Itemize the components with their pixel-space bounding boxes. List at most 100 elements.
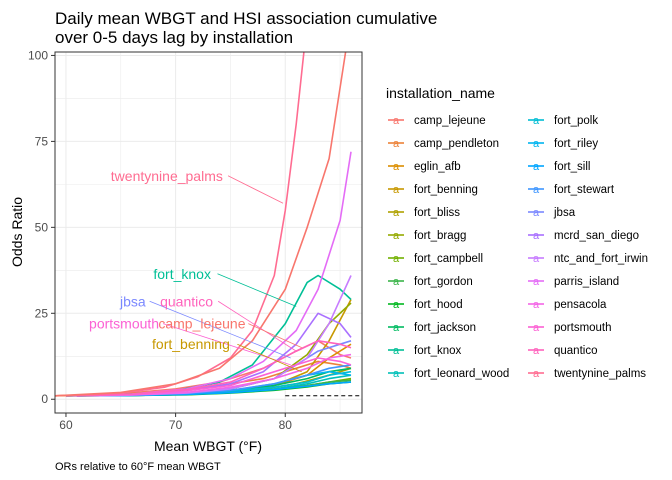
y-tick-label: 50 — [35, 220, 49, 234]
legend-item-pensacola: a pensacola — [528, 299, 607, 311]
gridlines — [55, 52, 362, 413]
legend-label: fort_bliss — [414, 207, 460, 219]
legend-key-glyph: a — [393, 184, 400, 196]
legend-item-mcrd_san_diego: a mcrd_san_diego — [528, 230, 639, 242]
series-line-quantico — [76, 340, 352, 397]
legend-item-fort_campbell: a fort_campbell — [388, 253, 483, 265]
legend-item-eglin_afb: a eglin_afb — [388, 161, 461, 173]
legend-label: pensacola — [554, 299, 607, 311]
legend-key-glyph: a — [533, 368, 540, 380]
legend-label: fort_benning — [414, 184, 478, 196]
legend-key-glyph: a — [533, 184, 540, 196]
legend-key-glyph: a — [393, 115, 400, 127]
annotation-label-fort_benning: fort_benning — [152, 336, 230, 352]
legend-key-glyph: a — [533, 276, 540, 288]
annotation-leader-jbsa — [149, 300, 291, 359]
legend-label: fort_leonard_wood — [414, 368, 509, 380]
legend-key-glyph: a — [393, 322, 400, 334]
legend-item-fort_jackson: a fort_jackson — [388, 322, 476, 334]
legend-item-fort_polk: a fort_polk — [528, 115, 598, 127]
legend-item-camp_pendleton: a camp_pendleton — [388, 138, 499, 150]
legend-label: camp_lejeune — [414, 115, 486, 127]
legend-key-glyph: a — [393, 253, 400, 265]
legend-key-glyph: a — [533, 230, 540, 242]
legend-key-glyph: a — [533, 322, 540, 334]
legend-label: camp_pendleton — [414, 138, 499, 150]
legend-key-glyph: a — [393, 368, 400, 380]
annotation-label-jbsa: jbsa — [119, 293, 146, 309]
legend-label: fort_campbell — [414, 253, 483, 265]
legend-item-fort_knox: a fort_knox — [388, 345, 462, 357]
y-axis: 0 25 50 75 100 — [28, 48, 55, 406]
x-tick-label: 70 — [169, 418, 183, 432]
legend-item-twentynine_palms: a twentynine_palms — [528, 368, 646, 380]
annotation-leader-quantico — [217, 300, 297, 352]
legend-key-glyph: a — [533, 253, 540, 265]
legend-item-parris_island: a parris_island — [528, 276, 619, 288]
legend-item-fort_leonard_wood: a fort_leonard_wood — [388, 368, 509, 380]
legend-label: fort_polk — [554, 115, 598, 127]
y-axis-label: Odds Ratio — [9, 197, 25, 267]
series-line-camp_lejeune-upper — [55, 52, 347, 397]
annotation-label-twentynine_palms: twentynine_palms — [111, 168, 223, 184]
legend-item-fort_bragg: a fort_bragg — [388, 230, 466, 242]
annotation-label-portsmouth: portsmouth — [89, 316, 159, 332]
x-tick-label: 60 — [59, 418, 73, 432]
annotation-leader-fort_knox — [217, 273, 297, 307]
legend-item-fort_gordon: a fort_gordon — [388, 276, 473, 288]
legend-key-glyph: a — [393, 276, 400, 288]
series-lines — [55, 52, 362, 397]
legend-item-fort_riley: a fort_riley — [528, 138, 598, 150]
legend-key-glyph: a — [393, 299, 400, 311]
legend-key-glyph: a — [533, 161, 540, 173]
annotation-leader-fort_benning — [237, 343, 302, 373]
legend-label: fort_bragg — [414, 230, 466, 242]
annotation-label-quantico: quantico — [160, 293, 213, 309]
legend-label: twentynine_palms — [554, 368, 646, 380]
legend-item-camp_lejeune: a camp_lejeune — [388, 115, 486, 127]
series-line-twentynine_palms — [65, 52, 305, 397]
legend-label: parris_island — [554, 276, 619, 288]
legend-key-glyph: a — [393, 138, 400, 150]
legend-key-glyph: a — [393, 161, 400, 173]
legend-label: fort_hood — [414, 299, 463, 311]
legend-item-jbsa: a jbsa — [528, 207, 576, 219]
legend-key-glyph: a — [533, 207, 540, 219]
legend-item-fort_stewart: a fort_stewart — [528, 184, 615, 196]
annotation-label-camp_lejeune: camp_lejeune — [158, 316, 245, 332]
x-axis: 60 70 80 — [59, 413, 292, 432]
legend-item-quantico: a quantico — [528, 345, 597, 357]
y-tick-label: 100 — [28, 48, 48, 62]
chart-title-line-1: Daily mean WBGT and HSI association cumu… — [55, 9, 437, 28]
legend-item-fort_hood: a fort_hood — [388, 299, 463, 311]
x-axis-label: Mean WBGT (°F) — [154, 438, 262, 454]
legend-key-glyph: a — [533, 115, 540, 127]
legend-item-portsmouth: a portsmouth — [528, 322, 612, 334]
legend-key-glyph: a — [533, 299, 540, 311]
legend-title: installation_name — [386, 85, 495, 101]
legend-label: ntc_and_fort_irwin — [554, 253, 648, 265]
legend-label: quantico — [554, 345, 597, 357]
legend-label: jbsa — [553, 207, 576, 219]
legend-key-glyph: a — [393, 230, 400, 242]
legend-item-fort_sill: a fort_sill — [528, 161, 590, 173]
legend-item-ntc_and_fort_irwin: a ntc_and_fort_irwin — [528, 253, 648, 265]
legend-item-fort_benning: a fort_benning — [388, 184, 478, 196]
annotation-label-fort_knox: fort_knox — [153, 266, 211, 282]
y-tick-label: 75 — [35, 134, 49, 148]
legend-item-fort_bliss: a fort_bliss — [388, 207, 460, 219]
chart-caption: ORs relative to 60°F mean WBGT — [55, 461, 221, 473]
legend-label: portsmouth — [554, 322, 612, 334]
legend-label: fort_jackson — [414, 322, 476, 334]
legend-label: fort_gordon — [414, 276, 473, 288]
annotation-leader-camp_lejeune — [248, 323, 302, 349]
legend-label: fort_stewart — [554, 184, 615, 196]
legend-label: eglin_afb — [414, 161, 461, 173]
plot-border — [54, 51, 363, 414]
legend-label: fort_riley — [554, 138, 598, 150]
y-tick-label: 0 — [41, 392, 48, 406]
